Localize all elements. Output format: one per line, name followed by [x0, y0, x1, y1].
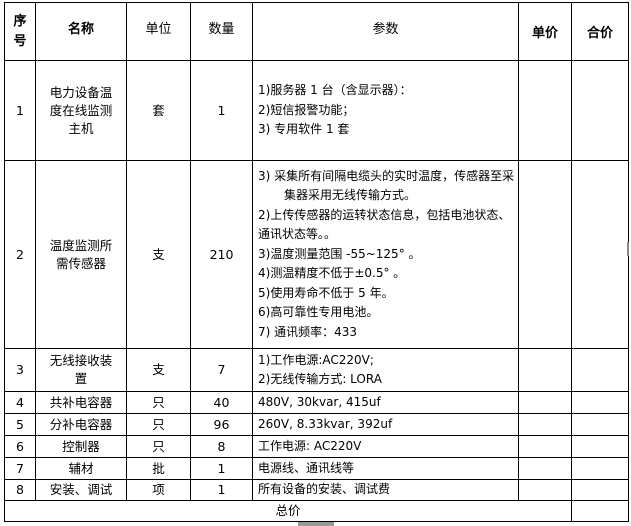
row-qty: 96 [190, 413, 253, 436]
row-qty: 1 [190, 479, 253, 501]
row-total-cell[interactable] [571, 160, 629, 349]
row-params: 工作电源: AC220V [252, 435, 519, 458]
row-name: 无线接收装置 [35, 348, 127, 392]
param-line: 2)无线传输方式: LORA [258, 372, 382, 386]
param-line: 260V, 8.33kvar, 392uf [258, 416, 393, 431]
param-line: 4)测温精度不低于±0.5° 。 [258, 266, 406, 281]
param-line: 2)上传传感器的运转状态信息，包括电池状态、通讯状态等。。 [258, 207, 511, 242]
row-name: 电力设备温度在线监测主机 [35, 60, 127, 161]
row-name: 控制器 [35, 435, 127, 458]
row-price-cell[interactable] [518, 160, 572, 349]
row-seq: 8 [4, 479, 36, 501]
row-name: 共补电容器 [35, 391, 127, 414]
quotation-table: 序号 名称 单位 数量 参数 单价 合价 1 电力设备温度在线监测主机套 1 1)服务… [4, 2, 629, 522]
param-line: 3) 专用软件 1 套 [258, 122, 350, 137]
header-params: 参数 [252, 2, 519, 61]
row-params: 260V, 8.33kvar, 392uf [252, 413, 519, 436]
param-line: 工作电源: AC220V [258, 438, 362, 453]
row-unit: 只 [126, 391, 191, 414]
row-params: 3) 采集所有间隔电缆头的实时温度，传感器至采集器采用无线传输方式。 2)上传传感… [252, 160, 519, 349]
row-total-cell[interactable] [571, 479, 629, 501]
table-row: 3 无线接收装置支 7 1)工作电源:AC220V; 2)无线传输方式: LORA [4, 348, 629, 392]
row-seq: 1 [4, 60, 36, 161]
row-total-cell[interactable] [571, 457, 629, 480]
row-price-cell[interactable] [518, 348, 572, 392]
row-seq: 3 [4, 348, 36, 392]
header-qty: 数量 [190, 2, 253, 61]
param-line: 1)工作电源:AC220V; [258, 352, 374, 367]
row-name: 温度监测所需传感器 [35, 160, 127, 349]
row-params: 所有设备的安装、调试费 [252, 479, 519, 501]
row-qty: 7 [190, 348, 253, 392]
param-line: 1)服务器 1 台（含显示器）： [258, 83, 412, 98]
table-row: 5 分补电容器只 96 260V, 8.33kvar, 392uf [4, 413, 629, 436]
header-unit: 单位 [126, 2, 191, 61]
row-seq: 6 [4, 435, 36, 458]
row-price-cell[interactable] [518, 60, 572, 161]
param-line: 7) 通讯频率：433 [258, 324, 358, 339]
table-row: 4 共补电容器只 40 480V, 30kvar, 415uf [4, 391, 629, 414]
param-line: 480V, 30kvar, 415uf [258, 394, 381, 409]
param-line: 电源线、通讯线等 [258, 460, 355, 475]
row-seq: 4 [4, 391, 36, 414]
row-name: 安装、调试 [35, 479, 127, 501]
row-total-cell[interactable] [571, 348, 629, 392]
row-unit: 批 [126, 457, 191, 480]
row-name: 辅材 [35, 457, 127, 480]
param-line: 6)高可靠性专用电池。 [258, 305, 379, 320]
row-price-cell[interactable] [518, 435, 572, 458]
table-row: 1 电力设备温度在线监测主机套 1 1)服务器 1 台（含显示器）： 2)短信报警功能；… [4, 60, 629, 161]
total-value-cell[interactable] [571, 500, 629, 522]
header-price: 单价 [518, 2, 572, 61]
header-name: 名称 [35, 2, 127, 61]
row-seq: 2 [4, 160, 36, 349]
param-line: 3) 采集所有间隔电缆头的实时温度，传感器至采集器采用无线传输方式。 [258, 168, 515, 203]
row-name: 分补电容器 [35, 413, 127, 436]
table-row: 7 辅材批 1 电源线、通讯线等 [4, 457, 629, 480]
row-total-cell[interactable] [571, 413, 629, 436]
resize-handle[interactable] [627, 242, 629, 256]
row-seq: 7 [4, 457, 36, 480]
row-total-cell[interactable] [571, 435, 629, 458]
param-line: 2)短信报警功能； [258, 102, 355, 117]
row-unit: 套 [126, 60, 191, 161]
row-price-cell[interactable] [518, 413, 572, 436]
row-qty: 40 [190, 391, 253, 414]
table-row: 8 安装、调试项 1 所有设备的安装、调试费 [4, 479, 629, 501]
row-price-cell[interactable] [518, 391, 572, 414]
param-line: 所有设备的安装、调试费 [258, 482, 391, 497]
param-line: 3)温度测量范围 -55~125° 。 [258, 246, 421, 261]
row-unit: 只 [126, 435, 191, 458]
row-unit: 项 [126, 479, 191, 501]
row-qty: 1 [190, 60, 253, 161]
header-total: 合价 [571, 2, 629, 61]
row-total-cell[interactable] [571, 60, 629, 161]
header-row: 序号 名称 单位 数量 参数 单价 合价 [4, 2, 629, 61]
row-params: 1)服务器 1 台（含显示器）： 2)短信报警功能； 3) 专用软件 1 套 [252, 60, 519, 161]
row-price-cell[interactable] [518, 479, 572, 501]
header-seq: 序号 [4, 2, 36, 61]
row-qty: 1 [190, 457, 253, 480]
total-label: 总价 [4, 500, 572, 522]
row-qty: 8 [190, 435, 253, 458]
row-price-cell[interactable] [518, 457, 572, 480]
row-params: 480V, 30kvar, 415uf [252, 391, 519, 414]
row-params: 1)工作电源:AC220V; 2)无线传输方式: LORA [252, 348, 519, 392]
row-params: 电源线、通讯线等 [252, 457, 519, 480]
total-row: 总价 [4, 500, 629, 522]
table-row: 2 温度监测所需传感器支 210 3) 采集所有间隔电缆头的实时温度，传感器至采集器采… [4, 160, 629, 349]
table-row: 6 控制器只 8 工作电源: AC220V [4, 435, 629, 458]
param-line: 5)使用寿命不低于 5 年。 [258, 285, 394, 300]
horizontal-scrollbar[interactable] [298, 522, 334, 526]
row-total-cell[interactable] [571, 391, 629, 414]
row-unit: 支 [126, 348, 191, 392]
row-unit: 只 [126, 413, 191, 436]
row-unit: 支 [126, 160, 191, 349]
row-qty: 210 [190, 160, 253, 349]
row-seq: 5 [4, 413, 36, 436]
